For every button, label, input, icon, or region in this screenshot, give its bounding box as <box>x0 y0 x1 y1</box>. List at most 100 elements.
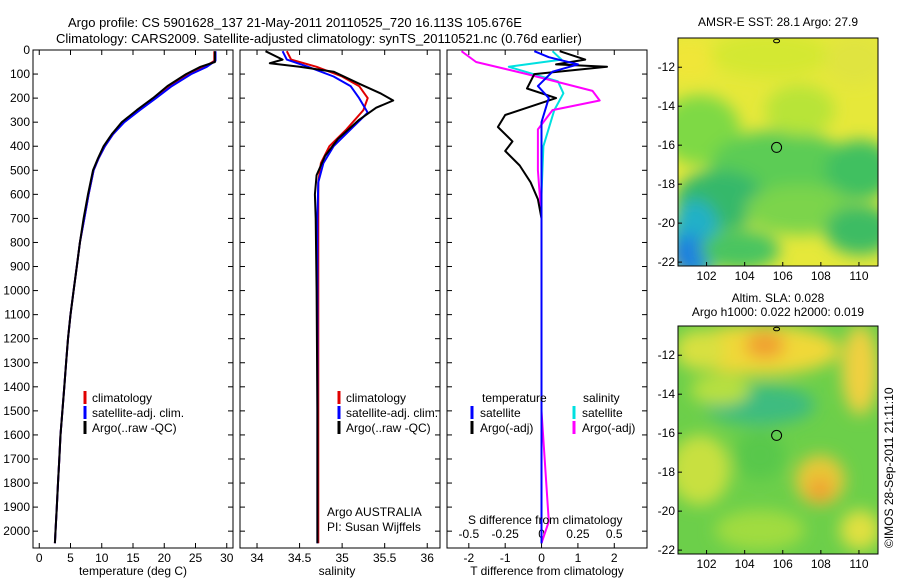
float-position-markers <box>771 38 783 441</box>
sst-map-lat-label: -16 <box>658 138 676 152</box>
depth-tick-label: 1400 <box>3 380 30 394</box>
depth-tick-label: 600 <box>10 187 30 201</box>
legend-title-salinity: salinity <box>583 391 620 405</box>
temperature-legend: climatology satellite-adj. clim. Argo(..… <box>83 391 184 435</box>
diff-series-temperature-argo-adj- <box>496 50 608 544</box>
salinity-xtick-label: 35 <box>335 551 349 565</box>
legend-label-s-satellite: satellite <box>582 406 623 420</box>
depth-tick-label: 1700 <box>3 452 30 466</box>
temperature-axis-label: temperature (deg C) <box>79 564 187 578</box>
temperature-xtick-label: 15 <box>126 551 140 565</box>
sst-map-lat-label: -20 <box>658 216 676 230</box>
sst-map-float-marker <box>771 141 783 153</box>
sst-map-lat-label: -14 <box>658 99 676 113</box>
sla-map-lat-label: -14 <box>658 387 676 401</box>
depth-tick-label: 400 <box>10 139 30 153</box>
sla-heatmap <box>678 326 878 554</box>
t-diff-xtick-label: -2 <box>463 551 474 565</box>
sst-map-lon-label: 102 <box>697 269 717 283</box>
sst-map-frame <box>677 37 879 267</box>
depth-tick-label: 1300 <box>3 356 30 370</box>
depth-tick-label: 300 <box>10 115 30 129</box>
temperature-xtick-label: 30 <box>220 551 234 565</box>
legend-title-temperature: temperature <box>482 391 547 405</box>
salinity-series-argo-raw-qc- <box>265 50 395 544</box>
t-diff-xtick-label: -1 <box>500 551 511 565</box>
sst-map-lat-label: -22 <box>658 255 676 269</box>
sla-map-frame <box>677 325 879 555</box>
legend-label-argo: Argo(..raw -QC) <box>92 421 177 435</box>
legend-label-satellite: satellite-adj. clim. <box>346 406 438 420</box>
sla-map-top-marker <box>773 326 781 332</box>
temperature-axes: 0 5 10 15 20 25 300100200300400500600700800900… <box>3 43 233 565</box>
depth-tick-label: 1000 <box>3 284 30 298</box>
sst-map-lon-label: 110 <box>849 269 868 283</box>
sla-map-lon-label: 110 <box>849 557 868 571</box>
depth-tick-label: 500 <box>10 163 30 177</box>
s-diff-xtick-label: -0.5 <box>458 527 479 541</box>
sla-map-float-marker <box>771 429 783 441</box>
temperature-xtick-label: 20 <box>158 551 172 565</box>
depth-tick-label: 800 <box>10 235 30 249</box>
temperature-series-argo-raw-qc- <box>53 51 216 544</box>
temperature-xtick-label: 25 <box>189 551 203 565</box>
sla-map-title-line1: Altim. SLA: 0.028 <box>732 291 825 305</box>
depth-tick-label: 100 <box>10 67 30 81</box>
difference-legend: temperature satellite Argo(-adj) salinit… <box>468 391 635 527</box>
temperature-series-satellite-adj-clim- <box>53 51 217 544</box>
depth-tick-label: 1800 <box>3 476 30 490</box>
sla-map-lat-label: -20 <box>658 504 676 518</box>
depth-tick-label: 0 <box>23 43 30 57</box>
legend-label-argo: Argo(..raw -QC) <box>346 421 431 435</box>
sst-map-title: AMSR-E SST: 28.1 Argo: 27.9 <box>698 15 858 29</box>
s-diff-xtick-label: -0.25 <box>492 527 520 541</box>
sst-map-lon-label: 104 <box>735 269 755 283</box>
sla-map-lon-label: 102 <box>697 557 717 571</box>
legend-label-s-argo: Argo(-adj) <box>582 421 635 435</box>
diff-series-salinity-satellite <box>507 50 565 544</box>
t-diff-xtick-label: 2 <box>611 551 618 565</box>
float-pi-label: PI: Susan Wijffels <box>327 520 421 534</box>
depth-tick-label: 1900 <box>3 500 30 514</box>
sst-heatmap <box>678 38 878 266</box>
sst-map-axes: 102 104 106 108 110 -12 -14 -16 -18 -20 -22 <box>658 60 869 283</box>
sst-map-lat-label: -12 <box>658 60 676 74</box>
s-diff-xtick-label: 0.25 <box>566 527 590 541</box>
sst-map-lat-label: -18 <box>658 177 676 191</box>
sla-map-lon-label: 104 <box>735 557 755 571</box>
temperature-xtick-label: 5 <box>67 551 74 565</box>
depth-tick-label: 1500 <box>3 404 30 418</box>
t-diff-xtick-label: 1 <box>575 551 582 565</box>
sla-map-lat-label: -22 <box>658 543 676 557</box>
temperature-panel-frame <box>32 49 234 549</box>
depth-tick-label: 1200 <box>3 332 30 346</box>
float-operator-label: Argo AUSTRALIA <box>327 505 422 519</box>
sla-map-title-line2: Argo h1000: 0.022 h2000: 0.019 <box>692 305 864 319</box>
s-diff-xtick-label: 0.5 <box>606 527 623 541</box>
legend-label-climatology: climatology <box>346 391 406 405</box>
diff-series-salinity-argo-adj- <box>460 50 601 544</box>
salinity-axes: 34 34.5 35 35.5 36 <box>240 49 440 565</box>
temperature-xtick-label: 10 <box>95 551 109 565</box>
sst-map-lon-label: 108 <box>811 269 831 283</box>
salinity-xtick-label: 34.5 <box>288 551 312 565</box>
s-difference-axis-label: S difference from climatology <box>468 513 623 527</box>
temperature-xtick-label: 0 <box>36 551 43 565</box>
legend-label-satellite: satellite-adj. clim. <box>92 406 184 420</box>
t-difference-axis-label: T difference from climatology <box>470 564 624 578</box>
sla-map-lon-label: 108 <box>811 557 831 571</box>
sla-map-lon-label: 106 <box>773 557 793 571</box>
salinity-series <box>265 50 395 544</box>
depth-tick-label: 200 <box>10 91 30 105</box>
salinity-xtick-label: 36 <box>421 551 435 565</box>
salinity-xtick-label: 34 <box>250 551 264 565</box>
sla-map-lat-label: -12 <box>658 348 676 362</box>
salinity-axis-label: salinity <box>319 564 356 578</box>
temperature-series <box>53 51 217 544</box>
figure-title-line1: Argo profile: CS 5901628_137 21-May-2011… <box>68 15 522 30</box>
diff-series-temperature-satellite <box>533 50 579 544</box>
sst-map-lon-label: 106 <box>773 269 793 283</box>
salinity-series-satellite-adj-clim- <box>281 50 369 544</box>
difference-panel-frame <box>446 49 648 549</box>
